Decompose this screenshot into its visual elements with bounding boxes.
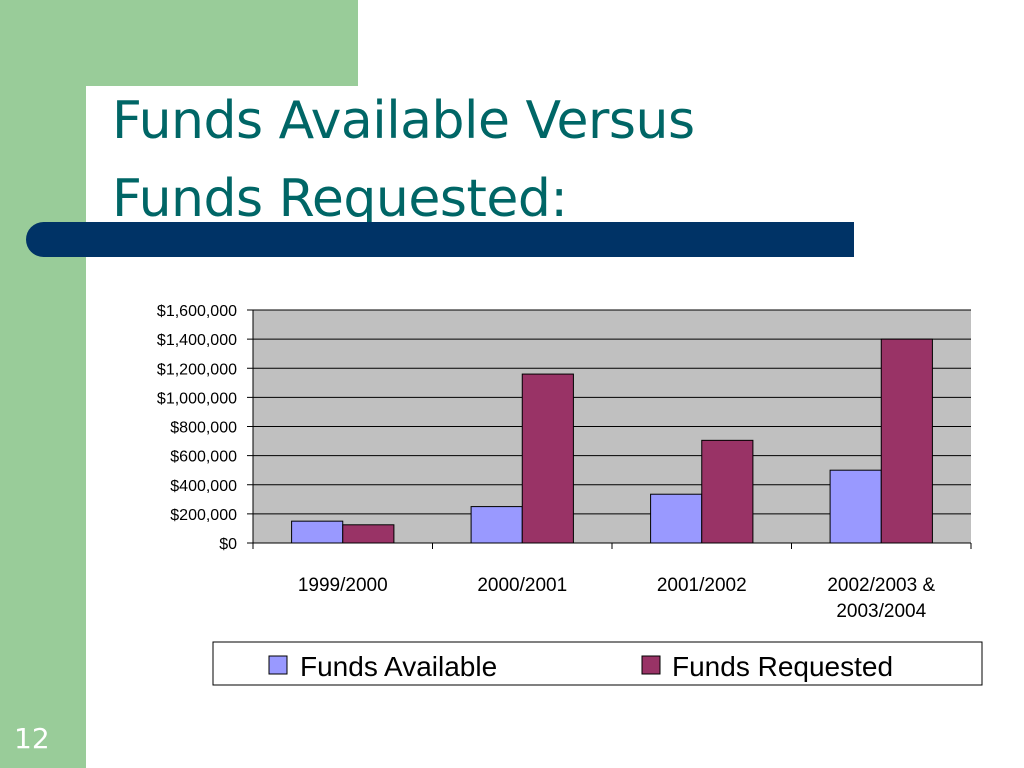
legend-swatch-funds-available (268, 655, 288, 675)
y-tick-label: $1,400,000 (157, 332, 237, 349)
side-band (0, 0, 86, 768)
x-category-label: 2001/2002 (657, 575, 747, 596)
y-tick-label: $1,000,000 (157, 390, 237, 407)
bar-funds-available (291, 520, 344, 544)
x-category-label: 2003/2004 (836, 601, 926, 622)
legend-swatch-funds-requested (641, 655, 661, 675)
slide-title: Funds Available Versus Funds Requested: (112, 82, 872, 238)
bar-funds-requested (342, 524, 395, 544)
y-tick-label: $400,000 (170, 478, 237, 495)
legend-box (212, 641, 983, 686)
slide-title-line-1: Funds Available Versus (112, 91, 695, 151)
bar-funds-requested (880, 338, 933, 544)
y-tick-label: $0 (219, 536, 237, 553)
y-tick-label: $1,200,000 (157, 361, 237, 378)
bar-funds-available (470, 506, 523, 544)
top-band (86, 0, 358, 86)
x-category-label: 2002/2003 & (827, 575, 935, 596)
y-tick-labels: $0 $200,000 $400,000 $600,000 $800,000 $1,000… (157, 303, 237, 553)
bar-funds-available (829, 469, 882, 544)
y-tick-label: $600,000 (170, 449, 237, 466)
bar-funds-requested (701, 439, 754, 544)
bars (291, 338, 933, 544)
y-tick-label: $200,000 (170, 507, 237, 524)
slide-number: 12 (14, 722, 50, 755)
bar-funds-requested (521, 373, 574, 544)
legend-label-funds-requested: Funds Requested (672, 651, 893, 682)
slide-title-line-2: Funds Requested: (112, 169, 568, 229)
bar-funds-available (650, 493, 703, 544)
legend-label-funds-available: Funds Available (300, 651, 497, 682)
y-tick-label: $800,000 (170, 420, 237, 437)
y-tick-label: $1,600,000 (157, 303, 237, 320)
x-category-labels: 1999/2000 2000/2001 2001/2002 2002/2003 & 20… (298, 575, 936, 622)
title-rule-bar (26, 222, 854, 257)
legend: Funds Available Funds Requested (212, 641, 983, 686)
axes (247, 309, 972, 549)
x-category-label: 2000/2001 (477, 575, 567, 596)
x-category-label: 1999/2000 (298, 575, 388, 596)
